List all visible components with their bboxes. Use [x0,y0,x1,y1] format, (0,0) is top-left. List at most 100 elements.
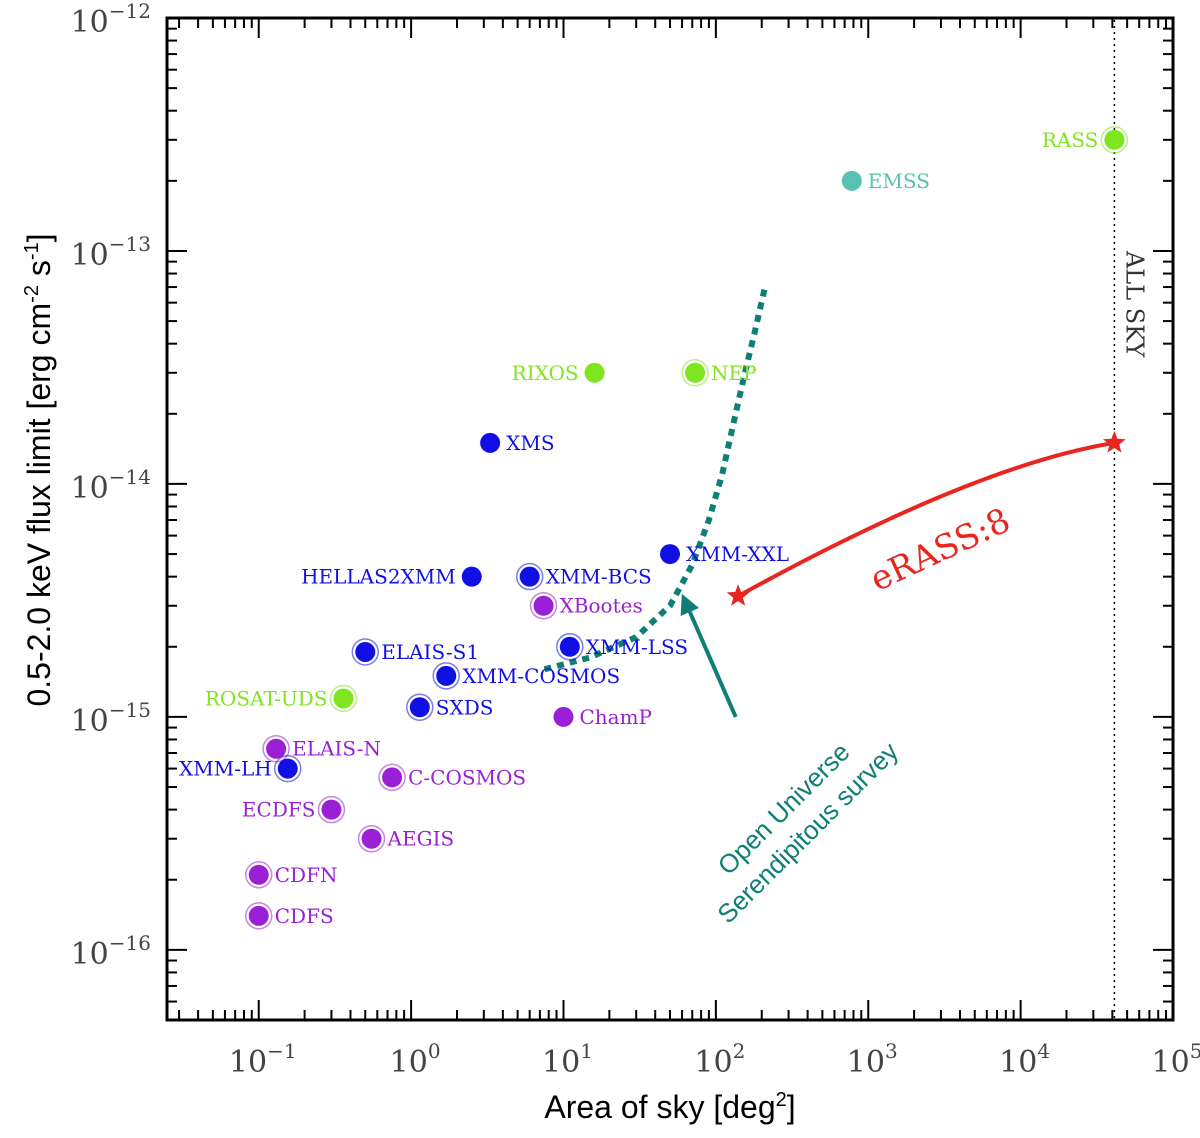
survey-point: XMM-COSMOS [432,662,620,690]
survey-point: RIXOS [512,361,605,385]
x-tick-label-base: 10 [694,1045,732,1080]
survey-point-label: RIXOS [512,361,579,385]
x-tick-label-exp: 3 [885,1039,898,1063]
survey-point-marker [355,641,376,662]
survey-point: ChamP [553,705,652,729]
survey-point-ring [1100,126,1129,154]
survey-point-ring [515,562,544,591]
survey-point-ring [556,633,584,661]
x-tick-label-base: 10 [999,1045,1037,1080]
x-axis-title: Area of sky [deg2] [544,1089,795,1125]
survey-point: CDFN [244,861,337,889]
survey-point-marker [519,566,540,587]
y-tick-label: 10−12 [71,0,151,40]
survey-point-marker [248,864,269,885]
y-axis-title: 0.5-2.0 keV flux limit [erg cm-2 s-1] [21,233,57,706]
survey-point-label: XBootes [560,594,643,618]
survey-point-marker [248,905,269,926]
x-tick-label-base: 10 [1152,1045,1190,1080]
survey-point-marker [382,767,403,788]
survey-point-label: ChamP [579,705,652,729]
survey-point: RASS [1042,126,1129,154]
survey-point-marker [559,636,580,657]
survey-point-label: ELAIS-S1 [381,640,479,664]
x-tick-label-base: 10 [229,1045,267,1080]
survey-point: AEGIS [357,824,455,853]
survey-point: ELAIS-S1 [351,638,479,666]
y-tick-label-base: 10 [71,704,109,739]
survey-point-marker [361,828,382,849]
erass8-label: eRASS:8 [864,500,1016,599]
survey-point: XMM-LH [179,754,302,783]
y-tick-label: 10−14 [71,465,151,506]
y-tick-label-exp: −16 [109,931,151,955]
survey-point: XMS [480,431,555,455]
y-tick-label-base: 10 [71,238,109,273]
survey-point-marker [1104,129,1125,150]
survey-point-label: AEGIS [387,827,455,851]
y-tick-label-exp: −15 [109,698,151,722]
survey-point: SXDS [406,693,494,722]
survey-point: XMM-BCS [515,562,652,591]
survey-point: ECDFS [242,795,346,824]
x-tick-label: 102 [694,1039,745,1080]
survey-point-ring [329,684,358,713]
survey-point-ring [406,693,434,722]
y-tick-label-base: 10 [71,5,109,40]
all-sky-label: ALL SKY [1120,250,1148,359]
y-tick-label-base: 10 [71,937,109,972]
survey-point-ring [378,763,406,792]
survey-point-ring [351,638,379,666]
survey-point-ring [529,591,558,620]
survey-point-ring [432,662,460,690]
survey-point-marker [277,758,298,779]
x-tick-label-exp: 0 [428,1039,441,1063]
erass8-curve [737,440,1115,598]
survey-point-marker [321,799,342,820]
y-tick-label-exp: −14 [109,465,151,489]
survey-point-label: XMM-LSS [586,635,688,659]
y-tick-label: 10−16 [71,931,151,972]
survey-point-ring [357,824,386,853]
x-tick-label-exp: 4 [1037,1039,1050,1063]
y-tick-label-exp: −13 [109,232,151,256]
ouss-arrow [680,593,738,718]
erass8-end-star [726,584,750,606]
x-tick-label-base: 10 [390,1045,428,1080]
y-tick-label: 10−13 [71,232,151,273]
survey-point-marker [436,665,457,686]
x-tick-label: 10−1 [229,1039,297,1080]
survey-point-ring [244,902,273,930]
survey-point-ring [244,861,273,889]
survey-point-ring [681,359,709,387]
survey-point-marker [584,362,605,383]
x-tick-label-exp: −1 [267,1039,296,1063]
survey-point: C-COSMOS [378,763,526,792]
x-tick-label-base: 10 [847,1045,885,1080]
survey-point-marker [266,738,287,759]
x-tick-label: 104 [999,1039,1050,1080]
survey-point-label: XMM-BCS [546,565,652,589]
survey-point-marker [409,697,430,718]
survey-point: XBootes [529,591,643,620]
x-tick-label-base: 10 [542,1045,580,1080]
x-axis-ticks: 10−1 100 101 102 103 104 105 [178,18,1200,1080]
x-tick-label: 100 [390,1039,441,1080]
survey-point-label: HELLAS2XMM [301,565,456,589]
survey-point-label: RASS [1042,128,1099,152]
survey-point-label: EMSS [868,169,930,193]
survey-point-ring [273,754,302,783]
x-tick-label: 103 [847,1039,898,1080]
survey-point: ELAIS-N [262,734,381,763]
survey-point: HELLAS2XMM [301,565,482,589]
erass8-track: eRASS:8 [726,430,1126,606]
survey-point: EMSS [841,169,930,193]
survey-point-label: SXDS [436,695,494,719]
survey-point-marker [333,688,354,709]
x-tick-label-exp: 5 [1190,1039,1200,1063]
survey-point-marker [660,544,680,565]
x-tick-label-exp: 2 [733,1039,746,1063]
survey-point-label: ROSAT-UDS [205,686,328,710]
